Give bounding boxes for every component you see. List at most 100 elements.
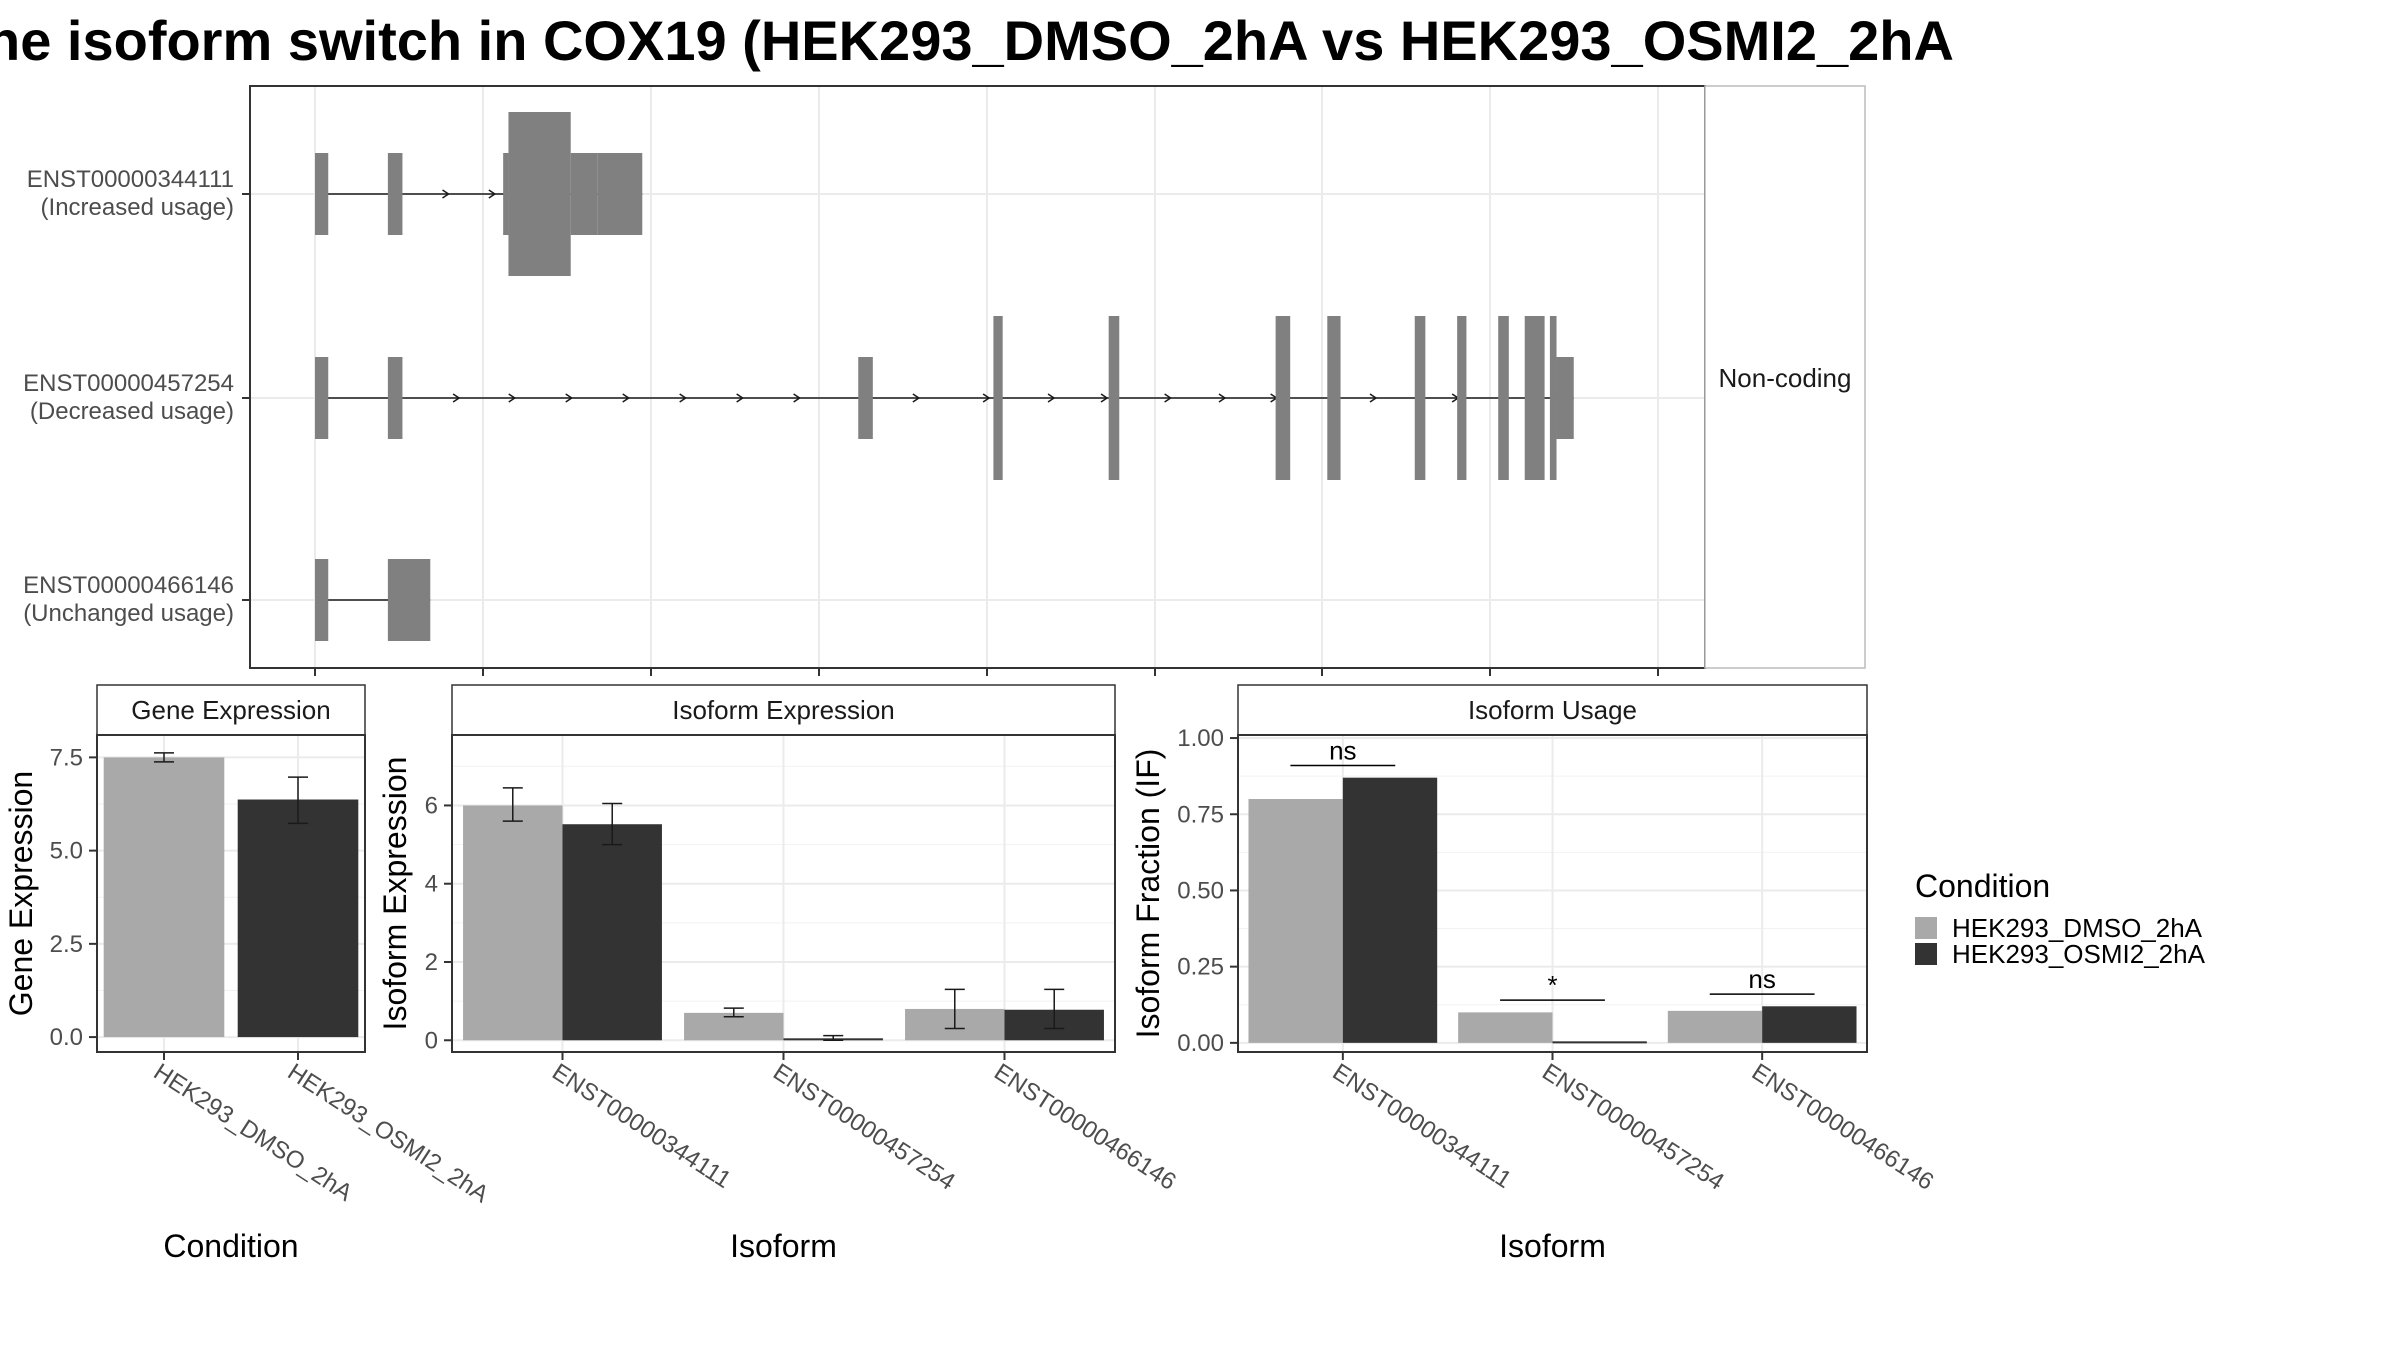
error-bar [288,776,308,825]
x-axis-title: Isoform [1499,1228,1606,1264]
intron-direction-arrow [912,393,921,403]
intron-direction-arrow [452,393,461,403]
legend-label-dmso: HEK293_DMSO_2hA [1952,913,2203,943]
isoform-label-id: ENST00000466146 [23,572,234,599]
coding-exon [1108,316,1120,480]
legend-title: Condition [1915,868,2050,904]
y-tick-label: 0.75 [1177,801,1224,828]
y-tick-label: 0.0 [50,1024,83,1051]
bar-dmso [1667,1010,1763,1043]
figure-title: he isoform switch in COX19 (HEK293_DMSO_… [0,9,1954,72]
y-tick-label: 5.0 [50,838,83,865]
error-bar [823,1034,844,1042]
bar-osmi2 [237,799,359,1038]
intron-direction-arrow [982,393,991,403]
legend-swatch-osmi2 [1915,943,1937,965]
facet-strip [1704,85,1866,669]
intron-direction-arrow [1369,393,1378,403]
legend-swatch-dmso [1915,917,1937,939]
isoform-label-id: ENST00000457254 [23,370,234,397]
exon [503,153,509,235]
bar-dmso [1248,799,1343,1043]
exon [570,153,598,235]
intron-direction-arrow [508,393,517,403]
error-bar [154,752,174,763]
bar-osmi2 [1552,1041,1647,1044]
coding-exon [1414,316,1426,480]
y-tick-label: 1.00 [1177,725,1224,752]
x-tick-label: ENST00000466146 [1747,1058,1939,1195]
x-tick-label: ENST00000344111 [1328,1058,1517,1194]
intron-direction-arrow [1100,393,1109,403]
isoform-label-usage: (Unchanged usage) [23,600,234,627]
y-axis-title: Gene Expression [3,771,39,1016]
exon [387,357,403,439]
legend-label-osmi2: HEK293_OSMI2_2hA [1952,939,2206,969]
panel-strip [1237,684,1868,736]
y-tick-label: 0 [425,1027,438,1054]
exon [315,357,329,439]
facet-label: Non-coding [1719,363,1852,393]
y-tick-label: 4 [425,871,438,898]
significance-label: ns [1748,964,1775,994]
x-tick-label: ENST00000344111 [547,1058,736,1194]
exon [315,559,329,641]
bar-osmi2 [1762,1006,1857,1043]
intron-direction-arrow [565,393,574,403]
bar-dmso [103,757,225,1038]
y-tick-label: 6 [425,792,438,819]
bar-osmi2 [562,824,662,1041]
transcript-structure-panel: ENST00000344111(Increased usage) ENST0000… [23,85,1866,676]
panel-title: Gene Expression [131,695,330,725]
panel-title: Isoform Usage [1468,695,1637,725]
exon [858,357,873,439]
coding-exon [993,316,1003,480]
y-tick-label: 2.5 [50,931,83,958]
panel-border [96,734,366,1053]
isoform-usage-panel: Isoform Usage 0.00 0.25 0.50 0.75 1.00 ns * ns EN… [1130,684,1939,1264]
error-bar [944,988,965,1030]
x-axis-title: Condition [163,1228,298,1264]
error-bar [1044,988,1065,1030]
gene-expression-panel: Gene Expression0.02.55.07.5HEK293_DMSO_2… [3,684,493,1264]
bar-dmso [1458,1012,1553,1043]
exon [387,559,431,641]
bar-osmi2 [1342,777,1438,1043]
structure-background [250,86,1705,668]
bar-dmso [463,805,563,1041]
intron-direction-arrow [442,189,450,199]
y-tick-label: 0.00 [1177,1030,1224,1057]
intron-direction-arrow [679,393,688,403]
x-tick-label: ENST00000457254 [768,1058,960,1195]
intron-direction-arrow [793,393,801,403]
error-bar [502,787,523,822]
y-tick-label: 0.50 [1177,877,1224,904]
intron-direction-arrow [1047,393,1056,403]
y-axis-title: Isoform Expression [377,757,413,1031]
coding-exon [1275,316,1291,480]
significance-label: * [1547,970,1557,1000]
intron-direction-arrow [488,189,497,199]
coding-exon [1524,316,1545,480]
isoform-label-usage: (Increased usage) [41,194,234,221]
significance-label: ns [1329,735,1356,765]
x-tick-label: ENST00000457254 [1537,1058,1729,1195]
isoform-label-usage: (Decreased usage) [30,398,234,425]
y-tick-label: 7.5 [50,744,83,771]
y-tick-label: 2 [425,949,438,976]
condition-legend: Condition HEK293_DMSO_2hA HEK293_OSMI2_2… [1915,868,2206,969]
exon [597,153,643,235]
coding-exon [1457,316,1467,480]
coding-exon [1549,316,1557,480]
error-bar [723,1007,744,1018]
coding-exon [508,112,571,276]
exon [315,153,329,235]
exon [1556,357,1574,439]
coding-exon [1327,316,1341,480]
panel-strip [96,684,366,736]
x-tick-label: ENST00000466146 [989,1058,1181,1195]
panel-title: Isoform Expression [672,695,895,725]
isoform-label-id: ENST00000344111 [27,166,234,193]
